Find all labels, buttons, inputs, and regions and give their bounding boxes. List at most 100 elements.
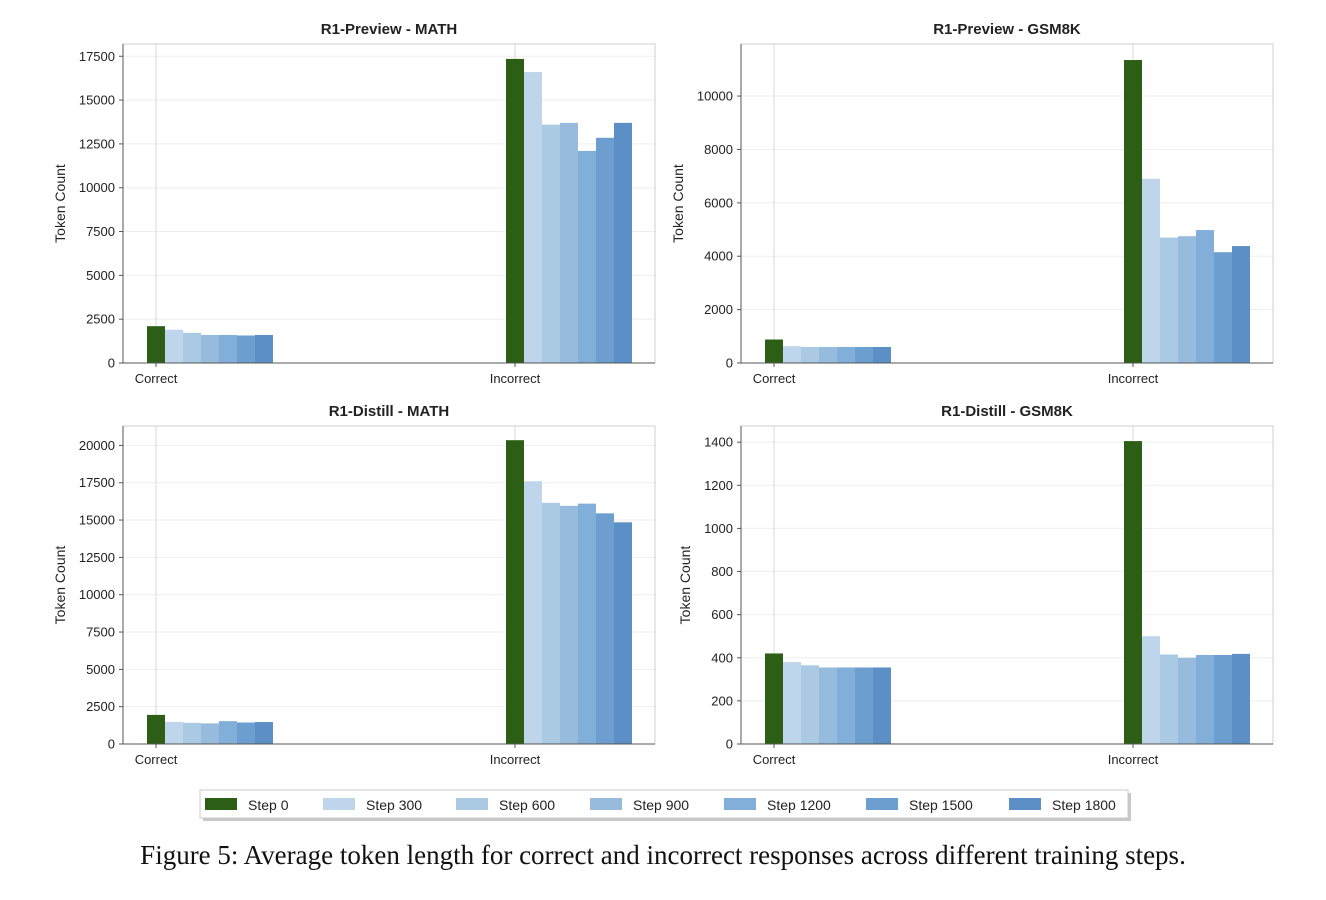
legend-label: Step 900 [633, 797, 689, 813]
chart-panel: 0 2500 5000 7500 10000 12500 15000 17500 Correct… [52, 21, 656, 386]
chart-panel: 0 200 400 600 800 1000 1200 1400 Correct Incorrec… [677, 403, 1274, 767]
bar [524, 481, 542, 744]
x-tick-label: Correct [135, 752, 178, 767]
bar [1214, 252, 1232, 363]
figure-caption: Figure 5: Average token length for corre… [140, 840, 1186, 870]
y-tick-label: 4000 [704, 249, 733, 264]
y-tick-label: 5000 [86, 268, 115, 283]
bar [596, 137, 614, 363]
bar [1160, 237, 1178, 363]
legend-label: Step 1200 [767, 797, 831, 813]
legend-swatch [590, 798, 622, 810]
bar [873, 346, 891, 363]
bar [1178, 657, 1196, 744]
legend-label: Step 0 [248, 797, 289, 813]
y-tick-label: 1000 [704, 521, 733, 536]
legend-swatch [456, 798, 488, 810]
y-tick-label: 10000 [697, 89, 733, 104]
y-tick-label: 17500 [79, 475, 115, 490]
y-tick-label: 0 [108, 737, 115, 752]
bar [183, 722, 201, 744]
figure: 025005000750010000125001500017500Correct… [52, 21, 1274, 821]
y-tick-label: 800 [711, 564, 733, 579]
bar [783, 346, 801, 363]
bar [855, 346, 873, 363]
bar [201, 334, 219, 363]
bar [1232, 246, 1250, 363]
x-tick-label: Correct [135, 371, 178, 386]
y-tick-label: 1400 [704, 435, 733, 450]
y-tick-label: 10000 [79, 587, 115, 602]
bar [237, 722, 255, 744]
y-axis-label: Token Count [670, 164, 686, 243]
bar [147, 714, 165, 744]
x-tick-label: Correct [753, 371, 796, 386]
legend-label: Step 1500 [909, 797, 973, 813]
bar [219, 721, 237, 744]
chart-panel: 0 2000 4000 6000 8000 10000 Correct Incorrect R1… [670, 21, 1274, 386]
y-axis-label: Token Count [52, 164, 68, 243]
legend-label: Step 1800 [1052, 797, 1116, 813]
bar [255, 722, 273, 744]
y-tick-label: 400 [711, 650, 733, 665]
bar [1178, 236, 1196, 363]
chart-title: R1-Preview - GSM8K [933, 21, 1081, 38]
bar [783, 662, 801, 744]
x-tick-label: Correct [753, 752, 796, 767]
y-tick-label: 15000 [79, 93, 115, 108]
legend: Step 0 Step 300 Step 600 Step 900 Step 1… [199, 789, 1131, 821]
y-axis-label: Token Count [52, 546, 68, 625]
bar [837, 667, 855, 744]
bar [237, 335, 255, 363]
y-tick-label: 200 [711, 693, 733, 708]
bar [1142, 636, 1160, 744]
bar [837, 346, 855, 363]
bar [165, 721, 183, 744]
bar [1232, 653, 1250, 744]
x-tick-label: Incorrect [490, 752, 541, 767]
legend-swatch [724, 798, 756, 810]
legend-label: Step 300 [366, 797, 422, 813]
bar [1196, 654, 1214, 744]
chart-title: R1-Distill - MATH [329, 403, 450, 420]
legend-swatch [866, 798, 898, 810]
bar [219, 334, 237, 363]
bar [1124, 60, 1142, 364]
bar [201, 723, 219, 744]
y-tick-label: 2000 [704, 302, 733, 317]
bar [596, 513, 614, 744]
legend-swatch [1009, 798, 1041, 810]
y-tick-label: 10000 [79, 180, 115, 195]
bar [614, 522, 632, 744]
chart-title: R1-Distill - GSM8K [941, 403, 1073, 420]
bar [578, 503, 596, 744]
x-tick-label: Incorrect [490, 371, 541, 386]
legend-swatch [205, 798, 237, 810]
chart-panel: 0 2500 5000 7500 10000 12500 15000 17500 20000 Co… [52, 403, 656, 767]
bar [542, 124, 560, 363]
bar [1124, 441, 1142, 744]
bar [560, 122, 578, 363]
bar [765, 653, 783, 744]
legend-label: Step 600 [499, 797, 555, 813]
y-tick-label: 12500 [79, 550, 115, 565]
y-tick-label: 5000 [86, 662, 115, 677]
bar [1196, 230, 1214, 363]
bar [183, 332, 201, 363]
bar [524, 72, 542, 364]
bar [873, 667, 891, 744]
legend-swatch [323, 798, 355, 810]
y-tick-label: 7500 [86, 625, 115, 640]
bar [819, 667, 837, 744]
y-tick-label: 7500 [86, 224, 115, 239]
bar [165, 329, 183, 363]
y-tick-label: 0 [726, 356, 733, 371]
y-tick-label: 1200 [704, 478, 733, 493]
y-axis-label: Token Count [677, 546, 693, 625]
y-tick-label: 2500 [86, 699, 115, 714]
y-tick-label: 0 [726, 737, 733, 752]
bar [578, 150, 596, 363]
bar [801, 346, 819, 363]
x-tick-label: Incorrect [1108, 752, 1159, 767]
y-tick-label: 0 [108, 356, 115, 371]
